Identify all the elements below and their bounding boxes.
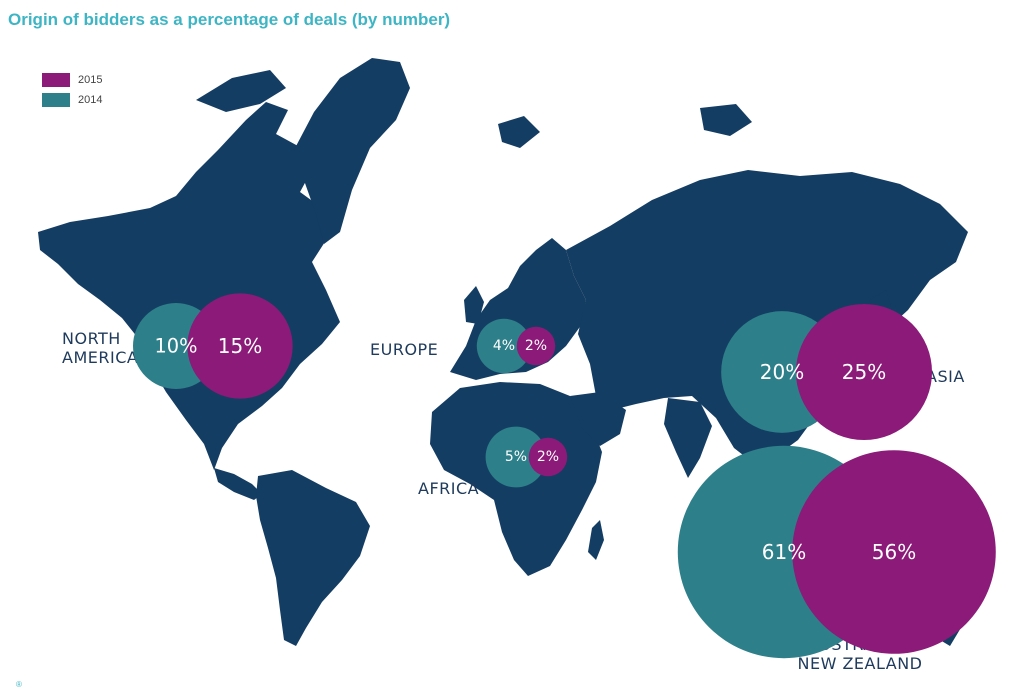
value-2015-australia-new-zealand: 56% — [872, 540, 916, 564]
legend: 2015 2014 — [42, 72, 102, 112]
legend-item-2014: 2014 — [42, 92, 102, 108]
legend-label-2014: 2014 — [78, 94, 103, 106]
legend-label-2015: 2015 — [78, 74, 103, 86]
value-2015-asia: 25% — [842, 360, 886, 384]
chart-title: Origin of bidders as a percentage of dea… — [8, 10, 451, 29]
bubble-2015-europe — [516, 326, 556, 366]
legend-item-2015: 2015 — [42, 72, 102, 88]
bubble-2015-asia — [796, 304, 932, 440]
bubble-2015-africa — [528, 437, 568, 477]
land-siberian-islands — [700, 104, 752, 136]
bubble-2014-africa — [485, 426, 547, 488]
land-uk — [464, 286, 484, 324]
value-2014-africa: 5% — [505, 449, 527, 465]
land-central-america — [214, 468, 262, 500]
land-svalbard — [498, 116, 540, 148]
value-2014-europe: 4% — [493, 338, 515, 354]
land-madagascar — [588, 520, 604, 560]
bubble-2015-australia-new-zealand — [792, 450, 996, 654]
land-south-america — [256, 470, 370, 646]
bubble-2014-europe — [476, 318, 532, 374]
value-2014-australia-new-zealand: 61% — [762, 540, 806, 564]
value-2015-north-america: 15% — [218, 334, 262, 358]
value-2014-north-america: 10% — [155, 335, 198, 358]
land-arctic-islands — [196, 70, 286, 112]
legend-swatch-2014 — [42, 93, 70, 107]
land-north-america — [38, 102, 340, 470]
region-label-asia: ASIA — [926, 367, 965, 386]
footnote-mark: ® — [16, 680, 22, 689]
value-2014-asia: 20% — [760, 360, 804, 384]
region-label-europe: EUROPE — [370, 340, 438, 359]
legend-swatch-2015 — [42, 73, 70, 87]
region-label-africa: AFRICA — [418, 479, 479, 498]
bubble-2015-north-america — [187, 293, 293, 399]
land-india — [664, 398, 712, 478]
value-2015-europe: 2% — [525, 338, 547, 354]
region-label-north-america: NORTH AMERICA — [62, 329, 138, 367]
value-2015-africa: 2% — [537, 449, 559, 465]
land-arabia — [570, 392, 626, 446]
land-greenland — [294, 58, 410, 244]
